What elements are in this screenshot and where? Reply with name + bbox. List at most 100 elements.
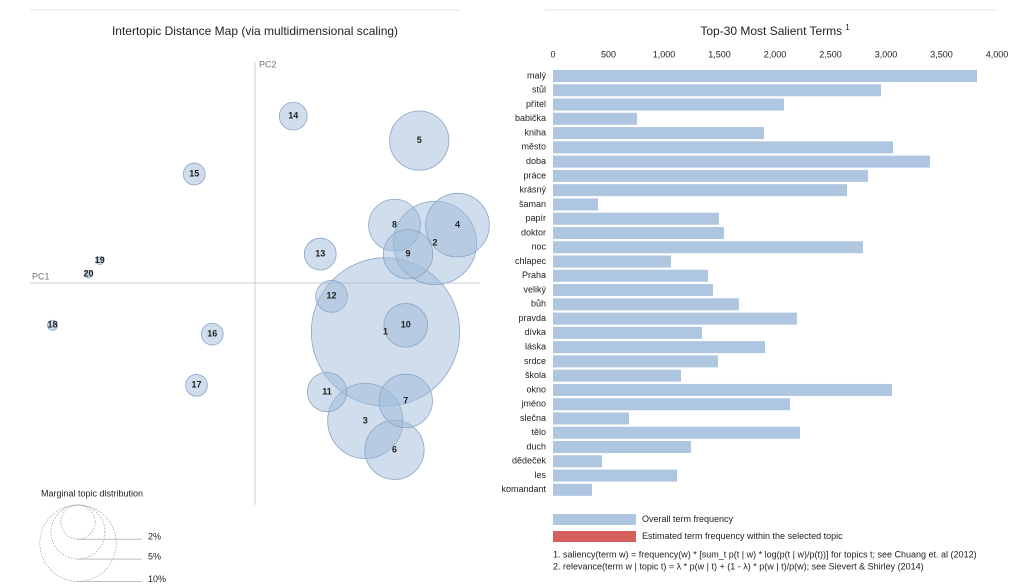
x-tick-label: 0 — [550, 49, 555, 59]
y-tick-label: slečna — [520, 413, 546, 423]
bar — [553, 412, 630, 425]
legend-label: Estimated term frequency within the sele… — [642, 531, 843, 541]
chart-title: Intertopic Distance Map (via multidimens… — [112, 24, 398, 38]
bar — [553, 184, 848, 197]
y-tick-label: papír — [525, 213, 546, 223]
x-tick-label: 4,000 — [986, 49, 1009, 59]
title-text: Top-30 Most Salient Terms — [700, 24, 842, 38]
bar — [553, 383, 892, 396]
bar — [553, 212, 719, 225]
topic-bubble — [306, 371, 348, 413]
topic-bubble — [382, 228, 434, 280]
x-tick-label: 3,000 — [875, 49, 898, 59]
topic-bubble — [47, 319, 58, 331]
size-legend-label: 2% — [148, 532, 161, 542]
topic-bubble — [315, 280, 348, 313]
bar — [553, 169, 869, 182]
y-tick-label: veliký — [523, 284, 546, 294]
topic-bubble — [84, 269, 93, 279]
y-tick-label: pravda — [518, 313, 546, 323]
topic-label: 13 — [315, 248, 325, 258]
topic-bubble — [278, 101, 308, 131]
bar — [553, 269, 708, 282]
topic-label: 2 — [432, 237, 437, 247]
bar — [553, 155, 930, 168]
topic-label: 11 — [322, 386, 332, 396]
topic-bubble — [95, 256, 105, 266]
y-tick-label: přítel — [526, 99, 546, 109]
bar — [553, 355, 718, 368]
y-tick-label: tělo — [531, 427, 546, 437]
bar — [553, 483, 592, 496]
y-tick-label: duch — [526, 441, 546, 451]
bar — [553, 312, 797, 325]
topic-label: 10 — [401, 320, 411, 330]
y-tick-label: komandant — [501, 484, 546, 494]
bar — [553, 98, 784, 111]
y-tick-label: babička — [515, 113, 546, 123]
size-legend-circle — [50, 504, 106, 560]
y-tick-label: noc — [531, 242, 546, 252]
topic-label: 19 — [95, 255, 105, 265]
y-tick-label: město — [521, 142, 546, 152]
topic-bubble — [389, 110, 450, 171]
bar — [553, 284, 713, 297]
topic-label: 18 — [47, 320, 57, 330]
bar — [553, 298, 740, 311]
bar — [553, 398, 790, 411]
bar — [553, 369, 681, 382]
topic-label: 16 — [207, 329, 217, 339]
bar — [553, 469, 677, 482]
bar — [553, 112, 638, 125]
x-tick-label: 1,000 — [653, 49, 676, 59]
size-legend-label: 5% — [148, 551, 161, 561]
topic-label: 14 — [288, 111, 298, 121]
bar — [553, 255, 671, 268]
size-legend-circle — [39, 504, 117, 582]
footnote: 2. relevance(term w | topic t) = λ * p(w… — [553, 561, 924, 571]
y-tick-label: dědeček — [512, 456, 547, 466]
y-tick-label: doba — [526, 156, 546, 166]
topic-label: 20 — [83, 268, 93, 278]
y-tick-label: okno — [526, 384, 546, 394]
legend-swatch — [553, 531, 636, 542]
bar — [553, 226, 725, 239]
y-tick-label: malý — [527, 70, 547, 80]
x-tick-label: 1,500 — [708, 49, 731, 59]
y-tick-label: chlapec — [515, 256, 547, 266]
footnote: 1. saliency(term w) = frequency(w) * [su… — [553, 549, 977, 559]
topic-label: 6 — [392, 444, 397, 454]
legend-swatch — [553, 514, 636, 525]
title-note: 1 — [845, 23, 850, 32]
chart-title: Top-30 Most Salient Terms 1 — [700, 23, 850, 38]
size-legend-label: 10% — [148, 574, 166, 584]
y-tick-label: jméno — [520, 399, 546, 409]
bar — [553, 426, 800, 439]
topic-label: 12 — [326, 291, 336, 301]
y-tick-label: dívka — [524, 327, 546, 337]
bar — [553, 455, 602, 468]
topic-label: 9 — [405, 248, 410, 258]
y-tick-label: les — [534, 470, 546, 480]
topic-label: 8 — [392, 220, 397, 230]
x-tick-label: 2,500 — [819, 49, 842, 59]
y-tick-label: stůl — [532, 85, 546, 95]
topic-bubble — [303, 237, 337, 271]
topic-label: 4 — [455, 220, 460, 230]
topic-label: 1 — [383, 326, 388, 336]
topic-label: 5 — [417, 135, 422, 145]
y-tick-label: Praha — [522, 270, 546, 280]
topic-label: 7 — [403, 395, 408, 405]
x-tick-label: 3,500 — [930, 49, 953, 59]
topic-bubble — [185, 374, 208, 397]
bar — [553, 198, 598, 211]
y-tick-label: šaman — [519, 199, 546, 209]
bar — [553, 84, 882, 97]
y-tick-label: doktor — [521, 227, 546, 237]
topic-label: 17 — [191, 380, 201, 390]
bar — [553, 441, 691, 454]
size-legend-circle — [60, 504, 96, 540]
x-tick-label: 2,000 — [764, 49, 787, 59]
